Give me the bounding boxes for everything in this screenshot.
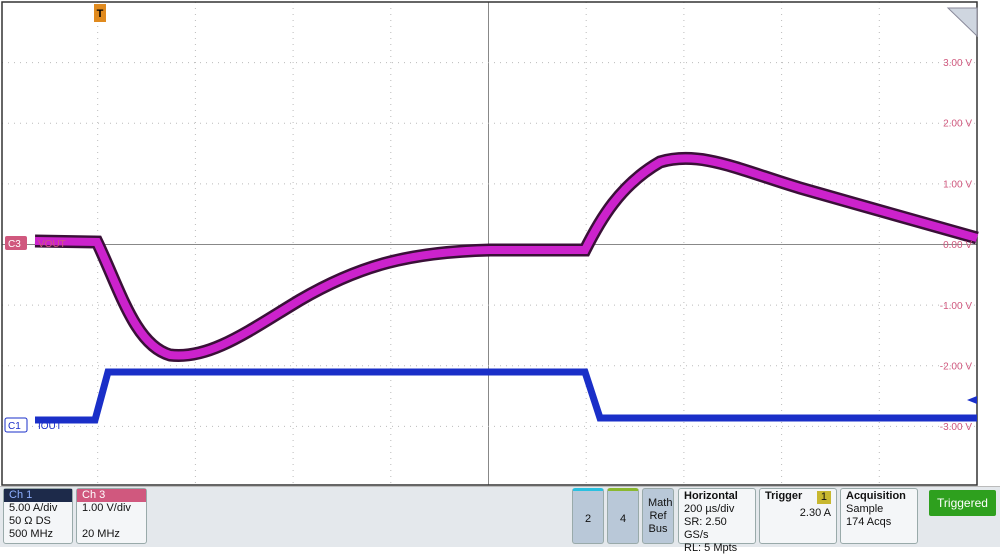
scale-label: 0.00 V: [943, 240, 972, 251]
ref-text: Ref: [649, 510, 667, 522]
sample-rate: SR: 2.50 GS/s: [684, 516, 727, 541]
acq-mode: Sample: [846, 503, 884, 515]
vout-trace: [34, 154, 979, 360]
horizontal-scale: 200 µs/div: [684, 503, 735, 515]
c1-tag-text: C1: [8, 421, 21, 432]
scale-label: 1.00 V: [943, 179, 972, 190]
c1-label: IOUT: [38, 421, 62, 432]
ch1-scale: 5.00 A/div: [9, 502, 58, 514]
scope-display: 3.00 V 2.00 V 1.00 V 0.00 V -1.00 V -2.00 V -3…: [1, 1, 979, 486]
math-ref-bus-button[interactable]: Math Ref Bus: [642, 488, 674, 544]
ch3-title: Ch 3: [77, 489, 146, 502]
trigger-badge[interactable]: Trigger 1 2.30 A: [759, 488, 837, 544]
trigger-level-text: 2.30 A: [799, 507, 831, 519]
zoom-icon[interactable]: [946, 7, 978, 38]
c3-label: VOUT: [38, 239, 66, 250]
bus-text: Bus: [648, 523, 668, 535]
scale-label: -1.00 V: [940, 301, 973, 312]
horizontal-title: Horizontal: [684, 490, 738, 502]
scale-label: -2.00 V: [940, 362, 973, 373]
acquisition-badge[interactable]: Acquisition Sample 174 Acqs: [840, 488, 918, 544]
ch1-coupling: 50 Ω DS: [9, 515, 51, 527]
scale-label: 2.00 V: [943, 119, 972, 130]
iout-trace: [35, 368, 977, 424]
scale-label: -3.00 V: [940, 422, 973, 433]
horizontal-badge[interactable]: Horizontal 200 µs/div SR: 2.50 GS/s RL: …: [678, 488, 756, 554]
acquisition-title: Acquisition: [846, 490, 906, 502]
trigger-level: [967, 396, 977, 404]
trigger-title: Trigger: [765, 490, 803, 502]
ch1-title: Ch 1: [4, 489, 72, 502]
acq-count: 174 Acqs: [846, 516, 892, 528]
trigger-state: Triggered: [929, 490, 996, 516]
ch3-scale: 1.00 V/div: [82, 502, 131, 514]
ch2-button[interactable]: 2: [572, 488, 604, 544]
ch3-badge[interactable]: Ch 3 1.00 V/div 20 MHz: [76, 488, 147, 544]
scale-label: 3.00 V: [943, 58, 972, 69]
trigger-source: 1: [816, 491, 831, 504]
math-text: Math: [648, 497, 673, 509]
ch1-badge[interactable]: Ch 1 5.00 A/div 50 Ω DS 500 MHz: [3, 488, 73, 544]
ch3-bw: 20 MHz: [82, 528, 120, 540]
trigger-marker: [94, 4, 106, 22]
trigger-text: T: [97, 8, 104, 20]
c3-tag-text: C3: [8, 239, 21, 250]
record-length: RL: 5 Mpts: [684, 542, 738, 554]
c1-tag[interactable]: [4, 417, 28, 433]
ch4-button[interactable]: 4: [607, 488, 639, 544]
ch1-bw: 500 MHz: [9, 528, 54, 540]
c3-tag[interactable]: [5, 236, 27, 250]
